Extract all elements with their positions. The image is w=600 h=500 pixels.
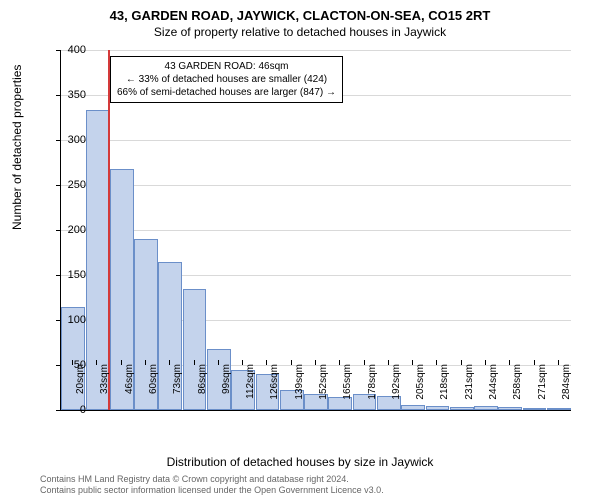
xtick-label: 139sqm bbox=[294, 364, 305, 404]
grid-line bbox=[61, 185, 571, 186]
xtick-label: 218sqm bbox=[439, 364, 450, 404]
xtick-label: 20sqm bbox=[75, 364, 86, 404]
ytick-label: 200 bbox=[56, 224, 86, 236]
xtick-label: 284sqm bbox=[561, 364, 572, 404]
xtick-label: 192sqm bbox=[391, 364, 402, 404]
bar bbox=[426, 406, 450, 411]
xtick-label: 73sqm bbox=[172, 364, 183, 404]
grid-line bbox=[61, 50, 571, 51]
xtick-label: 126sqm bbox=[269, 364, 280, 404]
xtick-label: 112sqm bbox=[245, 364, 256, 404]
xtick-label: 99sqm bbox=[221, 364, 232, 404]
bar bbox=[498, 407, 522, 410]
ytick-label: 250 bbox=[56, 179, 86, 191]
xtick-label: 46sqm bbox=[124, 364, 135, 404]
ytick-label: 0 bbox=[56, 404, 86, 416]
xtick-mark bbox=[169, 360, 170, 365]
xtick-mark bbox=[485, 360, 486, 365]
x-axis-label: Distribution of detached houses by size … bbox=[0, 455, 600, 469]
xtick-label: 152sqm bbox=[318, 364, 329, 404]
xtick-mark bbox=[509, 360, 510, 365]
highlight-line bbox=[108, 50, 110, 410]
xtick-label: 178sqm bbox=[367, 364, 378, 404]
xtick-mark bbox=[72, 360, 73, 365]
xtick-mark bbox=[534, 360, 535, 365]
xtick-label: 60sqm bbox=[148, 364, 159, 404]
xtick-mark bbox=[218, 360, 219, 365]
xtick-mark bbox=[145, 360, 146, 365]
xtick-label: 258sqm bbox=[512, 364, 523, 404]
xtick-mark bbox=[315, 360, 316, 365]
ytick-label: 350 bbox=[56, 89, 86, 101]
xtick-mark bbox=[558, 360, 559, 365]
xtick-mark bbox=[364, 360, 365, 365]
xtick-label: 271sqm bbox=[537, 364, 548, 404]
xtick-label: 86sqm bbox=[197, 364, 208, 404]
chart-subtitle: Size of property relative to detached ho… bbox=[0, 25, 600, 39]
footer-line-2: Contains public sector information licen… bbox=[40, 485, 384, 496]
xtick-label: 33sqm bbox=[99, 364, 110, 404]
bar bbox=[474, 406, 498, 411]
chart-container: 43, GARDEN ROAD, JAYWICK, CLACTON-ON-SEA… bbox=[0, 0, 600, 500]
xtick-mark bbox=[96, 360, 97, 365]
xtick-label: 244sqm bbox=[488, 364, 499, 404]
xtick-label: 231sqm bbox=[464, 364, 475, 404]
xtick-label: 165sqm bbox=[342, 364, 353, 404]
xtick-mark bbox=[436, 360, 437, 365]
annotation-line: 66% of semi-detached houses are larger (… bbox=[117, 86, 336, 99]
bar bbox=[523, 408, 547, 410]
bar bbox=[547, 408, 571, 410]
footer-attribution: Contains HM Land Registry data © Crown c… bbox=[40, 474, 384, 496]
xtick-label: 205sqm bbox=[415, 364, 426, 404]
grid-line bbox=[61, 140, 571, 141]
xtick-mark bbox=[194, 360, 195, 365]
xtick-mark bbox=[266, 360, 267, 365]
annotation-box: 43 GARDEN ROAD: 46sqm← 33% of detached h… bbox=[110, 56, 343, 103]
ytick-label: 300 bbox=[56, 134, 86, 146]
chart-title: 43, GARDEN ROAD, JAYWICK, CLACTON-ON-SEA… bbox=[0, 0, 600, 23]
bar bbox=[401, 405, 425, 410]
annotation-line: ← 33% of detached houses are smaller (42… bbox=[117, 73, 336, 86]
xtick-mark bbox=[291, 360, 292, 365]
ytick-label: 100 bbox=[56, 314, 86, 326]
ytick-label: 400 bbox=[56, 44, 86, 56]
grid-line bbox=[61, 230, 571, 231]
xtick-mark bbox=[388, 360, 389, 365]
xtick-mark bbox=[339, 360, 340, 365]
footer-line-1: Contains HM Land Registry data © Crown c… bbox=[40, 474, 384, 485]
xtick-mark bbox=[121, 360, 122, 365]
plot-area bbox=[60, 50, 571, 411]
xtick-mark bbox=[242, 360, 243, 365]
annotation-line: 43 GARDEN ROAD: 46sqm bbox=[117, 60, 336, 73]
xtick-mark bbox=[412, 360, 413, 365]
ytick-label: 150 bbox=[56, 269, 86, 281]
xtick-mark bbox=[461, 360, 462, 365]
y-axis-label: Number of detached properties bbox=[10, 65, 24, 230]
bar bbox=[450, 407, 474, 410]
